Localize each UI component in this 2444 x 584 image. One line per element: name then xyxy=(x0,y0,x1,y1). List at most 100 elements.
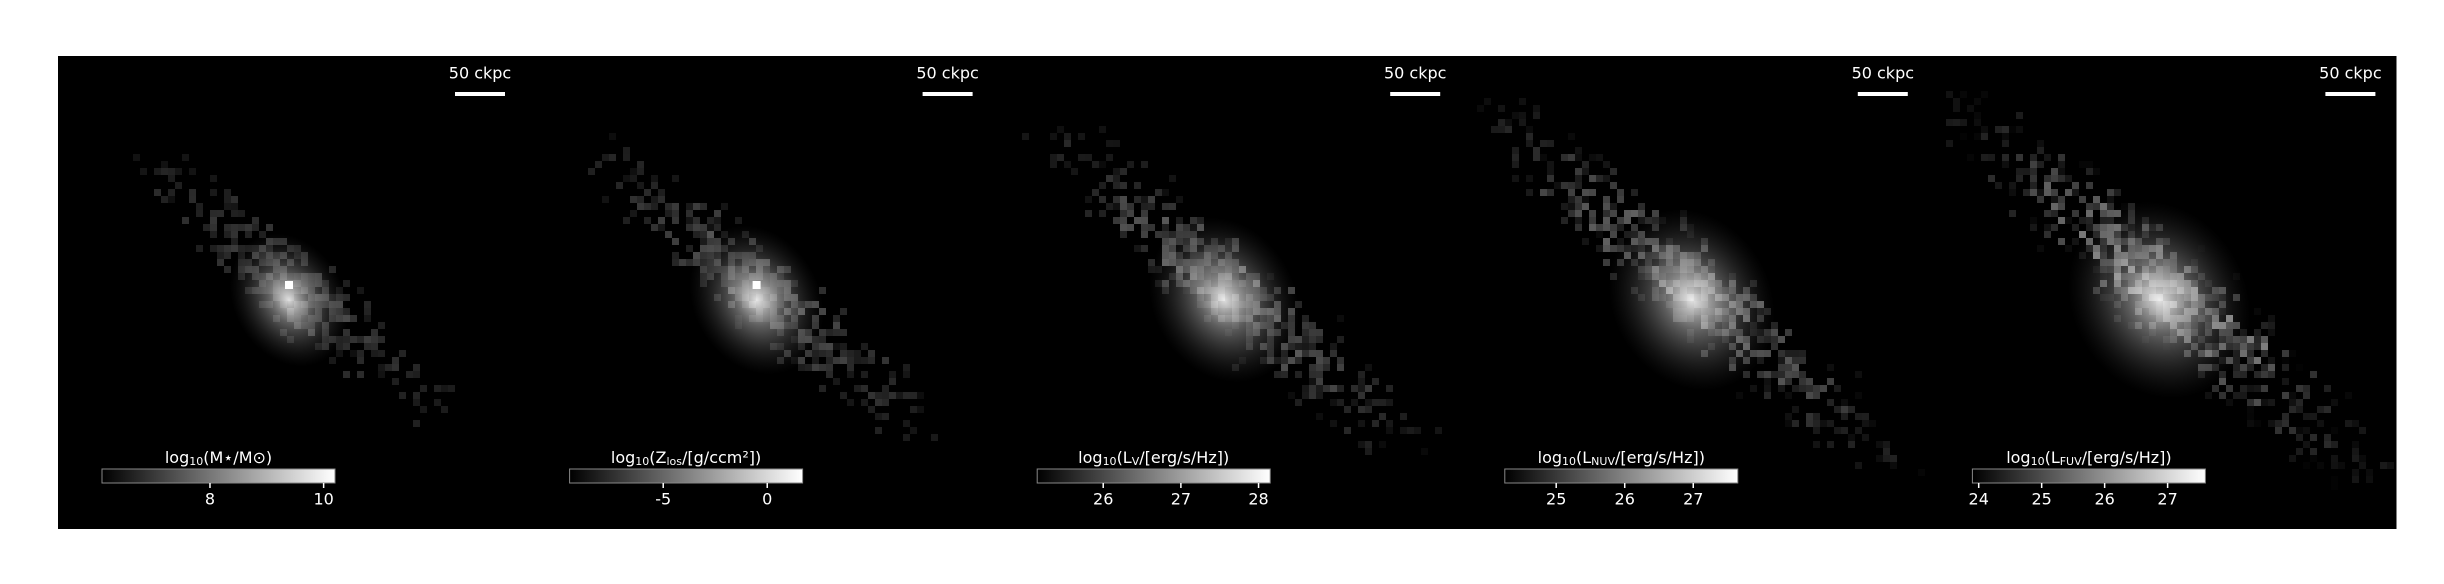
label-subscript: FUV xyxy=(2060,455,2082,468)
pixel xyxy=(343,329,350,336)
pixel xyxy=(672,217,679,224)
pixel xyxy=(371,336,378,343)
pixel xyxy=(2324,441,2331,448)
pixel xyxy=(1337,385,1344,392)
pixel xyxy=(357,350,364,357)
galaxy-core xyxy=(1149,217,1300,383)
galaxy-image xyxy=(588,133,938,441)
pixel xyxy=(602,196,609,203)
label-text: log xyxy=(2006,448,2030,467)
pixel xyxy=(2051,189,2058,196)
pixel xyxy=(2247,336,2254,343)
pixel xyxy=(392,357,399,364)
pixel xyxy=(2345,392,2352,399)
pixel xyxy=(1134,196,1141,203)
pixel xyxy=(1113,217,1120,224)
pixel xyxy=(644,203,651,210)
pixel xyxy=(1351,385,1358,392)
pixel xyxy=(2037,189,2044,196)
pixel xyxy=(2254,343,2261,350)
pixel xyxy=(1141,224,1148,231)
pixel xyxy=(875,392,882,399)
pixel xyxy=(1148,259,1155,266)
pixel xyxy=(882,392,889,399)
pixel xyxy=(665,203,672,210)
label-text: log xyxy=(1078,448,1102,467)
pixel xyxy=(2051,224,2058,231)
pixel xyxy=(1337,399,1344,406)
pixel xyxy=(2268,420,2275,427)
pixel xyxy=(406,371,413,378)
pixel xyxy=(1057,126,1064,133)
pixel xyxy=(2058,175,2065,182)
pixel xyxy=(1141,161,1148,168)
pixel xyxy=(434,385,441,392)
pixel xyxy=(1785,364,1792,371)
pixel xyxy=(833,357,840,364)
pixel xyxy=(2037,161,2044,168)
pixel xyxy=(210,217,217,224)
colorbar-tick-label: 25 xyxy=(1546,490,1566,509)
pixel xyxy=(1771,322,1778,329)
pixel xyxy=(1617,238,1624,245)
pixel xyxy=(1309,378,1316,385)
colorbar-tick-label: 24 xyxy=(1969,490,1989,509)
pixel xyxy=(1792,357,1799,364)
pixel xyxy=(168,175,175,182)
pixel xyxy=(1533,105,1540,112)
pixel xyxy=(1288,392,1295,399)
pixel xyxy=(1295,350,1302,357)
pixel xyxy=(2086,161,2093,168)
pixel xyxy=(2261,364,2268,371)
pixel xyxy=(658,196,665,203)
pixel xyxy=(1785,420,1792,427)
colorbar-label: log10(LNUV/[erg/s/Hz]) xyxy=(1538,448,1705,469)
pixel xyxy=(161,161,168,168)
pixel xyxy=(1638,203,1645,210)
pixel xyxy=(168,189,175,196)
pixel xyxy=(1792,350,1799,357)
pixel xyxy=(259,231,266,238)
pixel xyxy=(1890,462,1897,469)
pixel xyxy=(1106,140,1113,147)
pixel xyxy=(371,350,378,357)
pixel xyxy=(2268,364,2275,371)
pixel xyxy=(840,343,847,350)
pixel xyxy=(175,168,182,175)
pixel xyxy=(2065,189,2072,196)
pixel xyxy=(1610,168,1617,175)
pixel xyxy=(2212,385,2219,392)
pixel xyxy=(637,168,644,175)
pixel xyxy=(826,357,833,364)
label-subscript: V xyxy=(1132,455,1140,468)
pixel xyxy=(1309,343,1316,350)
pixel xyxy=(1134,217,1141,224)
core-pixel xyxy=(285,281,293,289)
pixel xyxy=(2079,217,2086,224)
pixel xyxy=(1099,161,1106,168)
pixel xyxy=(1862,413,1869,420)
pixel xyxy=(1358,385,1365,392)
pixel xyxy=(1778,385,1785,392)
pixel xyxy=(903,364,910,371)
pixel xyxy=(1638,210,1645,217)
pixel xyxy=(1596,175,1603,182)
pixel xyxy=(2058,196,2065,203)
pixel xyxy=(693,224,700,231)
pixel xyxy=(1827,399,1834,406)
pixel xyxy=(1113,196,1120,203)
pixel xyxy=(665,210,672,217)
pixel xyxy=(1337,357,1344,364)
pixel xyxy=(1610,245,1617,252)
pixel xyxy=(2044,210,2051,217)
pixel xyxy=(2296,385,2303,392)
pixel xyxy=(644,217,651,224)
pixel xyxy=(1120,196,1127,203)
pixel xyxy=(882,413,889,420)
pixel xyxy=(1575,203,1582,210)
pixel xyxy=(1162,203,1169,210)
pixel xyxy=(686,259,693,266)
pixel xyxy=(154,189,161,196)
pixel xyxy=(2051,175,2058,182)
pixel xyxy=(1561,182,1568,189)
